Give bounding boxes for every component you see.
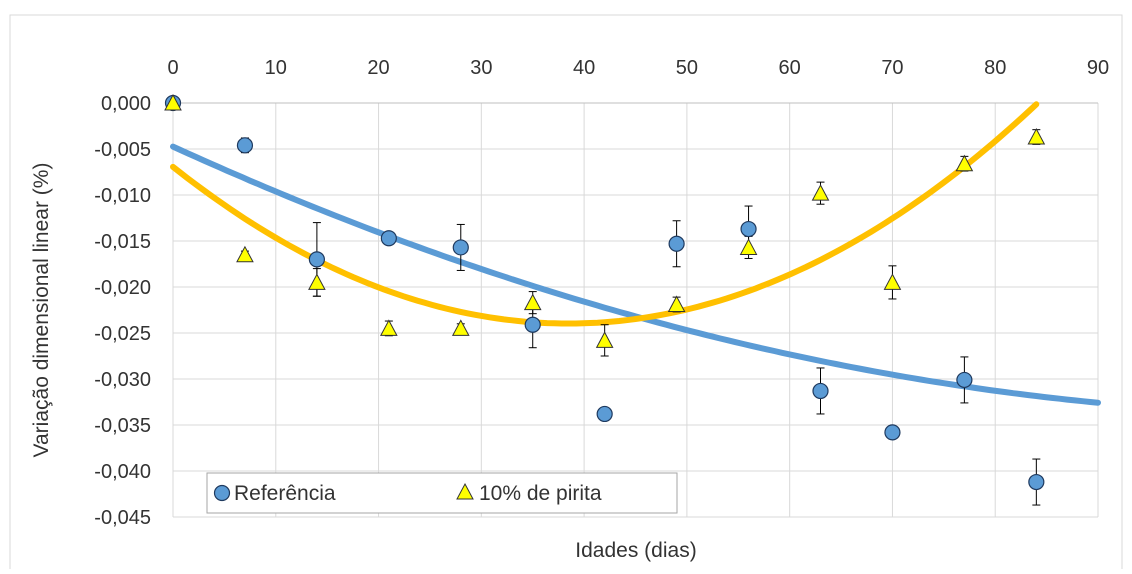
y-tick-label: -0,015 [94, 231, 151, 253]
point-referencia [452, 239, 469, 256]
y-axis-title: Variação dimensional linear (%) [30, 163, 53, 458]
y-tick-label: -0,010 [94, 185, 151, 207]
point-pirita [308, 273, 326, 290]
x-axis-title: Idades (dias) [575, 539, 696, 562]
legend-marker-pirita [456, 482, 474, 500]
y-tick-label: -0,030 [94, 369, 151, 391]
point-referencia [740, 220, 757, 238]
y-tick-label: -0,020 [94, 277, 151, 299]
x-tick-label: 80 [984, 57, 1006, 79]
point-referencia [884, 424, 901, 441]
y-tick-label: 0,000 [101, 93, 151, 115]
x-tick-label: 30 [470, 57, 492, 79]
point-referencia [812, 382, 829, 400]
x-tick-label: 40 [573, 57, 595, 79]
point-referencia [596, 405, 613, 423]
point-referencia [956, 371, 973, 389]
point-pirita [451, 319, 470, 336]
legend: Referência 10% de pirita [206, 472, 678, 514]
x-tick-label: 70 [881, 57, 903, 79]
point-pirita [595, 331, 614, 348]
gridlines [172, 102, 1099, 518]
point-referencia [1028, 473, 1045, 491]
x-tick-label: 10 [265, 57, 287, 79]
point-referencia [380, 230, 397, 247]
y-tick-label: -0,040 [94, 461, 151, 483]
x-tick-label: 60 [779, 57, 801, 79]
tick-labels: 0 10 20 30 40 50 60 70 80 90 0,000 -0,005 -0,010 -0,0… [94, 57, 1109, 529]
y-tick-label: -0,045 [94, 507, 151, 529]
point-referencia [668, 235, 685, 252]
point-pirita [380, 319, 398, 336]
point-pirita [667, 295, 686, 312]
point-pirita [1027, 127, 1046, 145]
legend-box [206, 472, 678, 514]
point-pirita [955, 154, 974, 172]
point-pirita [811, 184, 830, 201]
x-tick-label: 50 [676, 57, 698, 79]
x-tick-label: 0 [167, 57, 178, 79]
x-tick-label: 20 [367, 57, 389, 79]
point-referencia [236, 137, 254, 154]
point-pirita [739, 238, 758, 255]
point-pirita [236, 245, 254, 263]
point-pirita [523, 293, 542, 311]
point-referencia [524, 316, 541, 333]
legend-label-pirita: 10% de pirita [479, 482, 602, 505]
point-pirita [164, 93, 182, 111]
x-tick-label: 90 [1087, 57, 1109, 79]
point-pirita [883, 273, 902, 290]
y-tick-label: -0,025 [94, 323, 151, 345]
legend-marker-referencia [213, 484, 231, 502]
data-points [164, 93, 1046, 491]
y-tick-label: -0,005 [94, 139, 151, 161]
point-referencia [308, 251, 325, 268]
y-tick-label: -0,035 [94, 415, 151, 437]
legend-label-referencia: Referência [234, 482, 336, 505]
